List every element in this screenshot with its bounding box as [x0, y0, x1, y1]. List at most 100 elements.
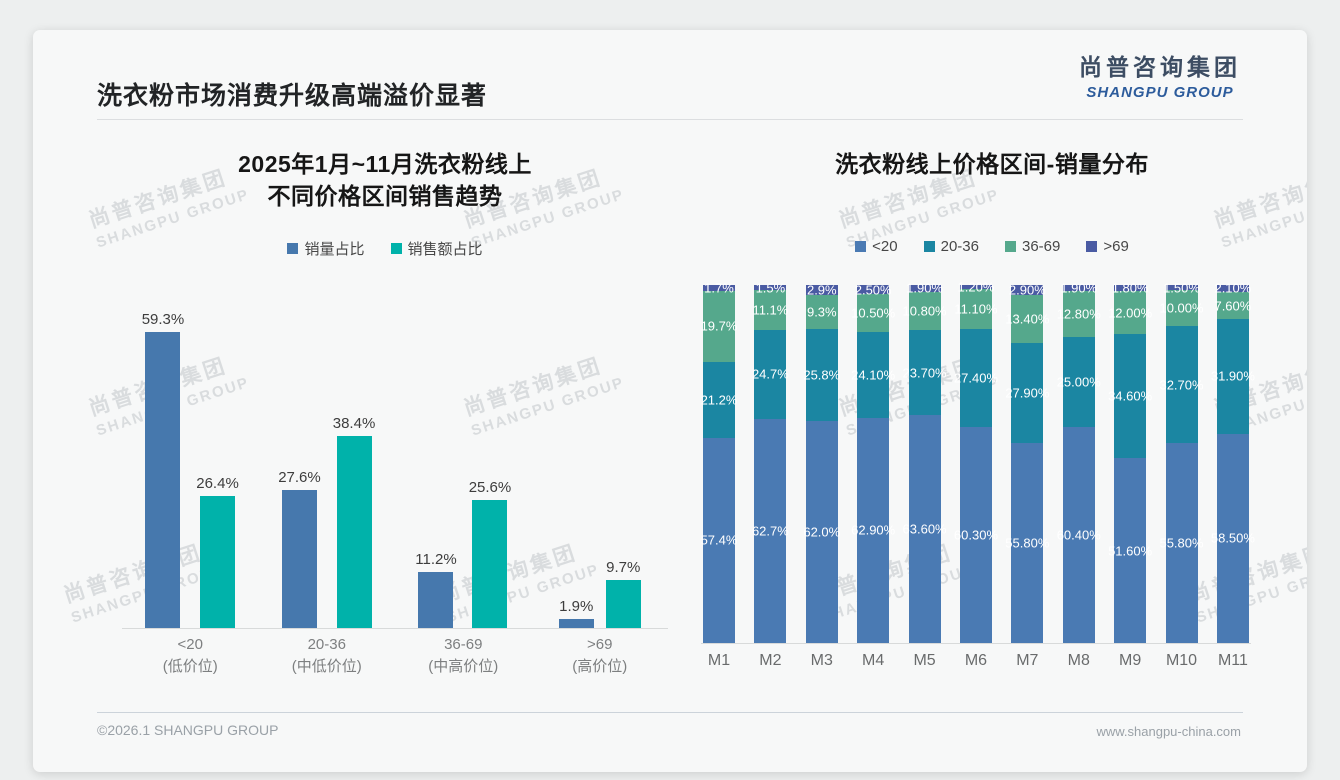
- footer-copyright: ©2026.1 SHANGPU GROUP: [97, 722, 279, 738]
- left-chart-title-line2: 不同价格区间销售趋势: [267, 183, 503, 209]
- segment-label: 1.90%: [906, 280, 943, 296]
- right-chart-plot: 1.7% 19.7% 21.2% 57.4% 1.5% 11.1% 24.7% 62.7% 2.…: [700, 274, 1255, 644]
- segment-M4->69: 2.50%: [855, 282, 892, 297]
- stacked-bar-M11: 2.10% 7.60% 31.90% 58.50%: [1211, 281, 1255, 643]
- stacked-bar-M2: 1.5% 11.1% 24.7% 62.7%: [751, 280, 789, 643]
- category-tier-label: (中低价位): [291, 658, 362, 675]
- segment-M8-36-69: 12.80%: [1057, 291, 1101, 338]
- segment-label: 55.80%: [1005, 535, 1050, 551]
- segment-label: 24.10%: [851, 367, 896, 383]
- segment-M3-36-69: 9.3%: [805, 295, 838, 329]
- stacked-bar-M9: 1.80% 12.00% 34.60% 51.60%: [1108, 281, 1152, 643]
- segment-M9-36-69: 12.00%: [1108, 291, 1152, 335]
- segment-label: 21.2%: [700, 392, 738, 408]
- segment-label: 57.4%: [700, 532, 738, 548]
- segment-label: 62.0%: [803, 524, 841, 540]
- segment-M4-20-36: 24.10%: [851, 331, 895, 418]
- segment-M8->69: 1.90%: [1060, 281, 1097, 296]
- segment-label: 2.9%: [806, 282, 837, 298]
- segment-label: 58.50%: [1210, 530, 1255, 546]
- logo-english-text: SHANGPU GROUP: [1086, 84, 1234, 101]
- segment-label: 60.40%: [1056, 527, 1101, 543]
- page-title: 洗衣粉市场消费升级高端溢价显著: [97, 82, 488, 110]
- right-chart-legend-label-2: 36-69: [1022, 238, 1061, 255]
- segment-label: 34.60%: [1108, 388, 1153, 404]
- segment-M4-36-69: 10.50%: [851, 293, 895, 332]
- segment-M5-20-36: 23.70%: [903, 330, 947, 416]
- segment-M10-36-69: 10.00%: [1159, 290, 1204, 327]
- segment-label: 1.80%: [1111, 280, 1149, 296]
- category-label-20-36: 20-36 (中低价位): [259, 634, 396, 678]
- right-chart-title: 洗衣粉线上价格区间-销量分布: [835, 151, 1149, 177]
- stacked-bar-M1: 1.7% 19.7% 21.2% 57.4%: [700, 281, 738, 643]
- month-label-M8: M8: [1067, 652, 1090, 669]
- stacked-bar-M5: 1.90% 10.80% 23.70% 63.60%: [903, 281, 947, 643]
- segment-M6->69: 1.20%: [958, 280, 995, 295]
- slide-card: 尚普咨询集团 SHANGPU GROUP 尚普咨询集团 SHANGPU GROUP 尚普…: [33, 30, 1307, 772]
- stacked-bar-M8: 1.90% 12.80% 25.00% 60.40%: [1057, 281, 1101, 643]
- segment-M7-36-69: 13.40%: [1005, 295, 1049, 344]
- segment-label: 1.20%: [957, 279, 995, 295]
- stacked-bar-M6: 1.20% 11.10% 27.40% 60.30%: [954, 280, 998, 643]
- segment-M1-20-36: 21.2%: [700, 361, 738, 438]
- bar-销售额占比-36-69: [472, 500, 508, 628]
- bar-column-销售额占比-<20: 26.4%: [196, 475, 239, 628]
- left-chart-legend-item-0: 销量占比: [287, 238, 365, 259]
- stacked-bar-M4: 2.50% 10.50% 24.10% 62.90%: [851, 282, 895, 643]
- bar-column-销量占比->69: 1.9%: [558, 598, 594, 628]
- month-label-M5: M5: [913, 652, 936, 669]
- month-label-M3: M3: [810, 652, 833, 669]
- segment-M3->69: 2.9%: [805, 282, 838, 298]
- bar-销售额占比->69: [605, 579, 641, 628]
- segment-M5->69: 1.90%: [906, 281, 943, 296]
- segment-label: 63.60%: [902, 521, 947, 537]
- segment-label: 31.90%: [1210, 368, 1255, 384]
- bar-group->69: 1.9% 9.7%: [532, 559, 669, 628]
- month-label-M6: M6: [964, 652, 988, 669]
- segment-label: 11.10%: [954, 301, 998, 317]
- right-chart-legend-item-1: 20-36: [923, 238, 979, 255]
- segment-label: 1.5%: [755, 280, 786, 296]
- bar-column-销售额占比->69: 9.7%: [605, 559, 641, 628]
- segment-M11-20-36: 31.90%: [1211, 319, 1255, 434]
- month-label-M10: M10: [1165, 652, 1198, 669]
- segment-M11->69: 2.10%: [1214, 281, 1251, 296]
- category-range-label: >69: [587, 636, 613, 653]
- segment-M7->69: 2.90%: [1009, 283, 1046, 298]
- segment-label: 19.7%: [700, 318, 738, 334]
- segment-M9-<20: 51.60%: [1108, 458, 1152, 643]
- segment-M1->69: 1.7%: [703, 281, 735, 296]
- segment-label: 60.30%: [953, 527, 998, 543]
- month-label-M11: M11: [1217, 652, 1248, 669]
- bar-销量占比-20-36: [281, 490, 317, 628]
- bar-value-label: 26.4%: [196, 475, 239, 492]
- right-chart-legend-swatch-1: [923, 241, 935, 252]
- segment-label: 12.00%: [1108, 305, 1153, 321]
- segment-M11-36-69: 7.60%: [1214, 292, 1251, 320]
- segment-label: 12.80%: [1056, 306, 1101, 322]
- left-chart-legend-swatch-0: [287, 243, 299, 254]
- left-chart-legend-item-1: 销售额占比: [390, 238, 483, 259]
- right-chart-legend-label-3: >69: [1103, 238, 1129, 255]
- segment-M2-<20: 62.7%: [751, 418, 789, 643]
- month-label-M1: M1: [707, 652, 731, 669]
- left-chart-legend-label-0: 销量占比: [304, 241, 365, 258]
- bar-column-销售额占比-36-69: 25.6%: [469, 479, 511, 628]
- category-label-36-69: 36-69 (中高价位): [395, 634, 532, 678]
- segment-M2-20-36: 24.7%: [752, 330, 789, 419]
- segment-M6-<20: 60.30%: [954, 427, 998, 643]
- right-chart-legend-swatch-3: [1086, 241, 1098, 252]
- segment-label: 25.8%: [803, 367, 841, 383]
- bar-value-label: 59.3%: [141, 310, 185, 328]
- stacked-bar-M3: 2.9% 9.3% 25.8% 62.0%: [803, 282, 841, 643]
- segment-label: 62.7%: [751, 523, 789, 539]
- right-chart-legend-swatch-0: [855, 241, 867, 252]
- segment-M11-<20: 58.50%: [1211, 433, 1255, 643]
- segment-label: 2.10%: [1214, 280, 1252, 296]
- segment-label: 10.50%: [851, 305, 896, 321]
- month-label-M7: M7: [1016, 652, 1039, 669]
- left-chart-legend-swatch-1: [390, 243, 402, 254]
- segment-M5-<20: 63.60%: [903, 415, 947, 643]
- segment-label: 1.50%: [1163, 280, 1200, 296]
- stacked-bar-M10: 1.50% 10.00% 32.70% 55.80%: [1159, 280, 1204, 643]
